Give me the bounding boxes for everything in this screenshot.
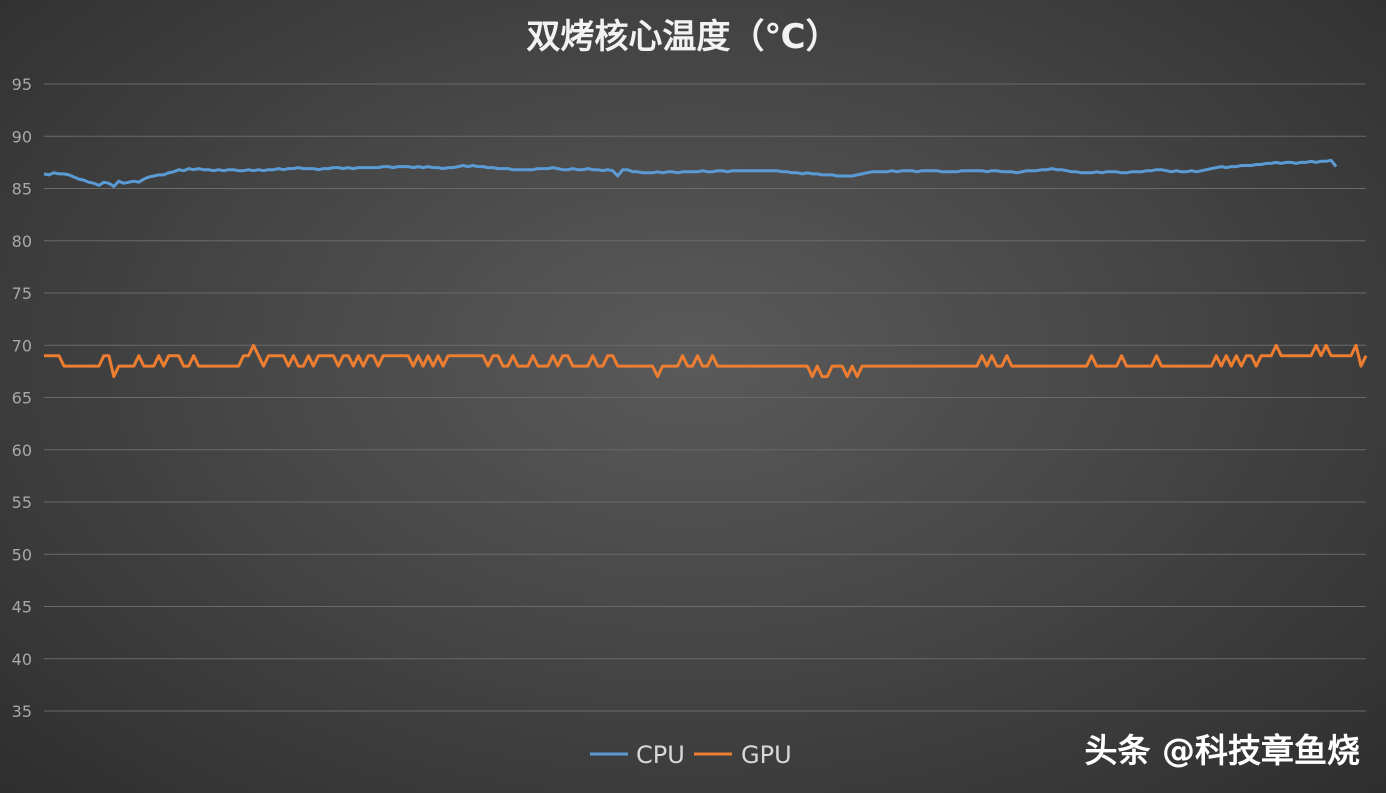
gpu-series-line — [44, 343, 1368, 379]
chart-title: 双烤核心温度（℃） — [526, 17, 839, 57]
y-tick-label: 65 — [12, 389, 32, 408]
y-tick-label: 80 — [12, 232, 32, 251]
series-lines — [43, 158, 1368, 379]
cpu-series-line — [43, 158, 1338, 188]
y-tick-label: 95 — [12, 75, 32, 94]
y-tick-label: 45 — [12, 598, 32, 617]
y-tick-label: 60 — [12, 441, 32, 460]
y-tick-label: 90 — [12, 127, 32, 146]
y-tick-label: 40 — [12, 650, 32, 669]
y-tick-label: 85 — [12, 180, 32, 199]
y-tick-label: 50 — [12, 545, 32, 564]
watermark-text: 头条 @科技章鱼烧 — [1085, 731, 1361, 770]
y-axis-tick-labels: 95 90 85 80 75 70 65 60 55 50 45 40 35 — [12, 75, 32, 721]
y-tick-label: 35 — [12, 702, 32, 721]
legend-label-cpu: CPU — [636, 741, 685, 769]
y-tick-label: 55 — [12, 493, 32, 512]
legend-label-gpu: GPU — [741, 741, 792, 769]
legend: CPU GPU — [590, 741, 792, 769]
grid-lines — [44, 83, 1366, 712]
y-tick-label: 75 — [12, 284, 32, 303]
y-tick-label: 70 — [12, 336, 32, 355]
